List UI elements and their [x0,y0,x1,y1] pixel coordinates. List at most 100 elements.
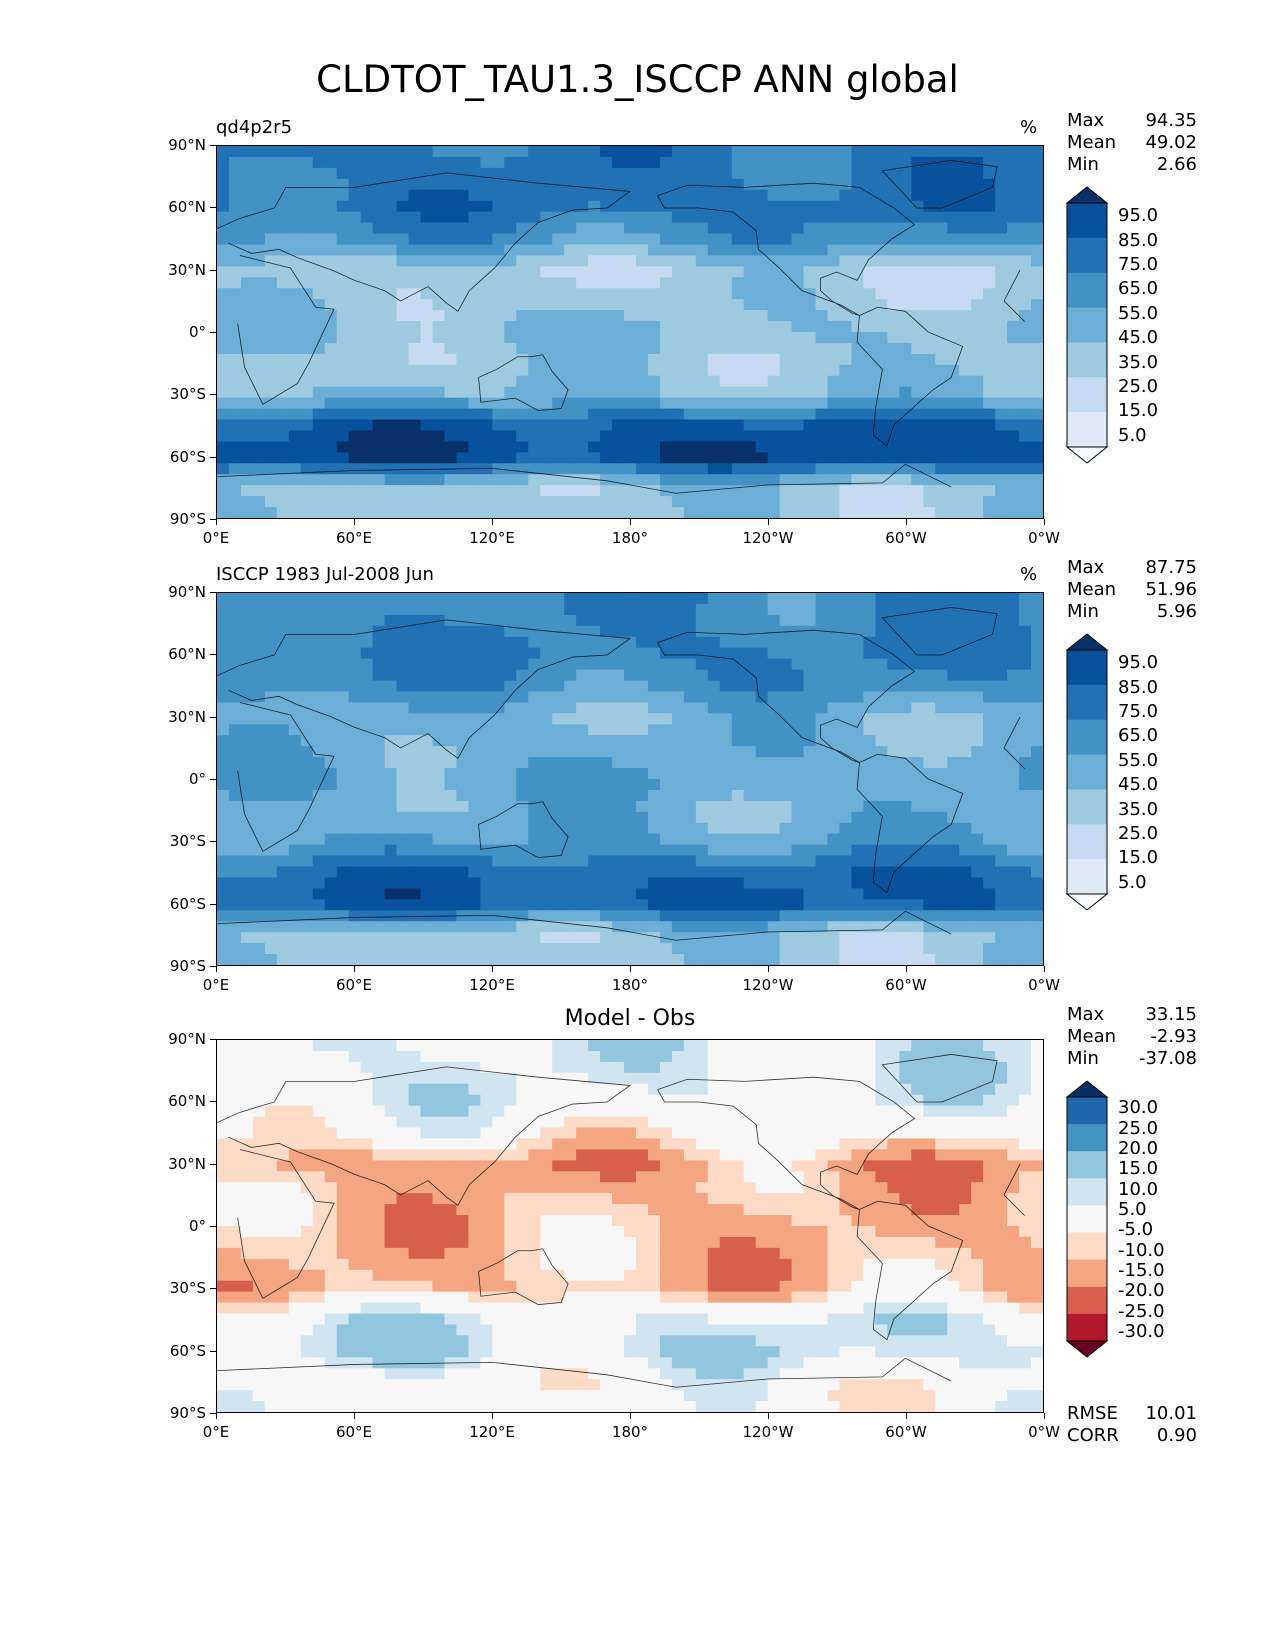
grid-cell [444,189,457,202]
grid-cell [815,789,829,802]
grid-cell [480,507,493,518]
grid-cell [815,507,829,518]
grid-cell [791,844,805,857]
grid-cell [217,636,230,649]
grid-cell [767,811,781,824]
grid-cell [983,680,996,692]
grid-cell [707,156,721,169]
grid-cell [552,178,565,191]
grid-cell [312,910,326,922]
grid-cell [228,779,242,791]
grid-cell [372,746,386,758]
grid-cell [252,178,266,191]
grid-cell [420,222,433,235]
grid-cell [264,735,278,747]
grid-cell [312,408,326,421]
grid-cell [408,735,422,747]
grid-cell [456,943,469,955]
grid-cell [324,485,338,497]
grid-cell [863,507,876,518]
grid-cell [839,211,852,224]
grid-cell [719,625,733,638]
y-tick-mark [210,966,216,967]
grid-cell [516,397,529,410]
grid-cell [252,1050,266,1063]
grid-cell [767,332,781,344]
grid-cell [372,189,386,202]
grid-cell [959,647,972,660]
grid-cell [1031,603,1043,616]
grid-cell [588,146,601,158]
grid-cell [1007,932,1020,944]
grid-cell [264,636,278,649]
grid-cell [624,211,637,224]
grid-cell [372,844,386,857]
grid-cell [288,375,302,388]
grid-cell [743,233,757,245]
grid-cell [456,647,469,660]
grid-cell [935,877,948,889]
grid-cell [875,496,888,508]
grid-cell [863,921,876,933]
grid-cell [1031,702,1043,714]
grid-cell [528,397,541,410]
grid-cell [1007,669,1020,682]
grid-cell [252,943,266,955]
grid-cell [875,691,888,703]
grid-cell [444,833,457,846]
grid-cell [1007,844,1020,857]
grid-cell [480,724,493,736]
grid-cell [743,669,757,682]
grid-cell [276,768,290,780]
grid-cell [588,844,601,857]
grid-cell [719,713,733,725]
grid-cell [899,779,912,791]
grid-cell [600,593,613,605]
grid-cell [360,189,374,202]
grid-cell [384,474,398,486]
grid-cell [552,233,565,245]
grid-cell [863,342,876,355]
grid-cell [635,430,649,442]
grid-cell [588,321,601,333]
x-tick-mark [906,519,907,525]
grid-cell [264,779,278,791]
grid-cell [983,397,996,410]
grid-cell [312,1050,326,1063]
y-tick-mark [210,841,216,843]
grid-cell [827,233,840,245]
grid-cell [432,1061,445,1074]
grid-cell [624,156,637,169]
grid-cell [971,768,984,780]
grid-cell [612,178,625,191]
grid-cell [695,364,709,377]
grid-cell [564,288,577,300]
stat-label: Max [1067,557,1105,578]
grid-cell [791,811,805,824]
grid-cell [396,244,410,256]
grid-cell [612,353,625,366]
grid-cell [528,255,541,267]
grid-cell [803,1050,817,1063]
grid-cell [815,310,829,322]
grid-cell [360,342,374,355]
grid-cell [444,375,457,388]
grid-cell [791,310,805,322]
grid-cell [324,441,338,453]
grid-cell [288,1040,302,1052]
grid-cell [300,921,314,933]
grid-cell [695,669,709,682]
grid-cell [1031,408,1043,421]
grid-cell [384,833,398,846]
grid-cell [372,200,386,213]
grid-cell [468,844,481,857]
grid-cell [576,921,589,933]
grid-cell [659,724,673,736]
grid-cell [540,277,553,289]
grid-cell [839,1050,852,1063]
stat-value: 2.66 [1156,154,1197,175]
grid-cell [384,452,398,464]
grid-cell [959,408,972,421]
grid-cell [252,593,266,605]
grid-cell [731,888,745,900]
